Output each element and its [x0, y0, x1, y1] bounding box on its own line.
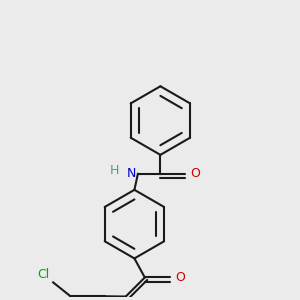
Text: O: O	[175, 271, 185, 284]
Text: O: O	[190, 167, 200, 180]
Text: Cl: Cl	[38, 268, 50, 281]
Text: N: N	[127, 167, 136, 180]
Text: H: H	[110, 164, 119, 177]
